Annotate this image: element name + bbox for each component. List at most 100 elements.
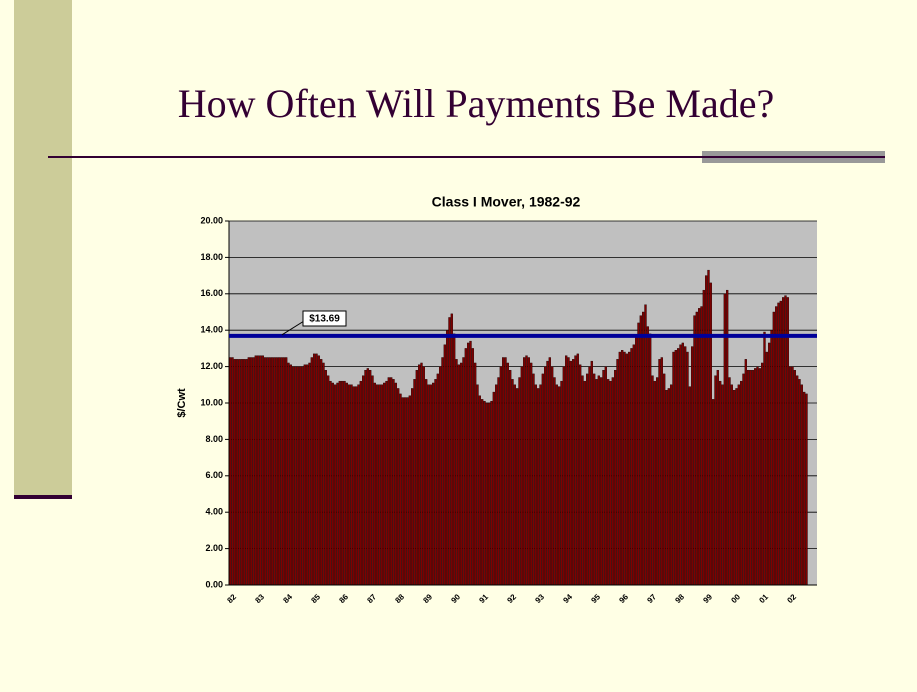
bar — [733, 390, 736, 586]
bar — [462, 357, 465, 586]
reference-label: $13.69 — [309, 314, 340, 325]
bar — [700, 306, 703, 586]
bar — [628, 351, 631, 586]
bar — [712, 399, 715, 586]
bar — [660, 357, 663, 586]
bar — [691, 346, 694, 586]
bar — [590, 360, 593, 586]
bar — [581, 375, 584, 586]
bar — [488, 402, 491, 586]
bar — [751, 370, 754, 586]
bar — [471, 348, 475, 586]
bar — [235, 359, 239, 586]
bar — [523, 357, 526, 586]
bar — [355, 386, 358, 586]
bar — [583, 380, 586, 586]
bar — [621, 350, 624, 586]
bar — [658, 359, 661, 586]
y-tick-label: 12.00 — [200, 361, 223, 371]
y-tick-label: 0.00 — [205, 579, 223, 589]
bar — [728, 377, 731, 586]
bar — [497, 377, 500, 586]
bar — [618, 351, 621, 586]
bar — [245, 359, 248, 586]
bar — [684, 346, 687, 586]
bar — [387, 377, 391, 586]
bar — [394, 382, 398, 586]
bar — [448, 317, 451, 586]
bar — [271, 357, 274, 586]
y-axis-label: $/Cwt — [176, 388, 188, 418]
bar — [597, 375, 600, 586]
bar — [693, 315, 696, 586]
reference-label-box — [302, 310, 347, 327]
bar — [383, 382, 386, 586]
bar — [754, 368, 757, 586]
bar — [635, 335, 638, 586]
bar — [313, 353, 316, 586]
bar — [539, 384, 542, 586]
bar — [415, 370, 419, 586]
bar — [343, 380, 346, 586]
bar — [334, 384, 337, 586]
bar — [432, 382, 435, 586]
bar — [292, 366, 295, 586]
bar — [404, 397, 407, 586]
bar — [359, 380, 363, 586]
bar — [280, 357, 283, 586]
bar — [273, 357, 276, 586]
bar — [443, 344, 447, 586]
bar — [504, 357, 507, 586]
bar — [770, 330, 773, 586]
bar — [483, 400, 486, 586]
bar — [485, 402, 489, 586]
bar — [793, 370, 796, 586]
bar — [436, 373, 440, 586]
bar — [453, 333, 456, 586]
bar — [429, 384, 433, 586]
bar — [705, 275, 708, 586]
bar — [555, 384, 558, 586]
bar — [348, 384, 351, 586]
bar — [611, 377, 614, 586]
bar — [572, 359, 575, 586]
bar — [296, 366, 300, 586]
bar — [439, 366, 442, 586]
bar — [791, 366, 794, 586]
bar — [639, 315, 642, 586]
bar — [742, 373, 745, 586]
bar — [399, 393, 402, 586]
bar — [310, 357, 314, 586]
bar — [719, 380, 722, 586]
bar — [390, 377, 393, 586]
bar — [233, 359, 237, 586]
bar — [499, 366, 503, 586]
bar — [527, 357, 530, 586]
bar — [609, 380, 612, 586]
bar — [364, 370, 367, 586]
bar — [422, 366, 426, 586]
bar — [737, 384, 740, 586]
bar — [275, 357, 279, 586]
bar — [418, 364, 421, 586]
bar — [257, 355, 260, 586]
bar — [709, 282, 712, 586]
bar — [544, 366, 547, 586]
y-tick-label: 10.00 — [200, 397, 223, 407]
bar — [492, 391, 496, 586]
bar — [441, 357, 444, 586]
bar — [425, 379, 428, 586]
bar — [282, 357, 286, 586]
bar — [392, 379, 395, 586]
bar — [630, 348, 633, 586]
bar — [607, 379, 610, 586]
rule-block-line — [702, 156, 885, 158]
bar — [336, 382, 339, 586]
bar — [707, 269, 710, 586]
bar — [525, 355, 528, 586]
bar — [481, 399, 484, 586]
bar — [278, 357, 281, 586]
bar — [490, 400, 493, 586]
bar — [371, 375, 374, 586]
bar — [670, 384, 673, 586]
